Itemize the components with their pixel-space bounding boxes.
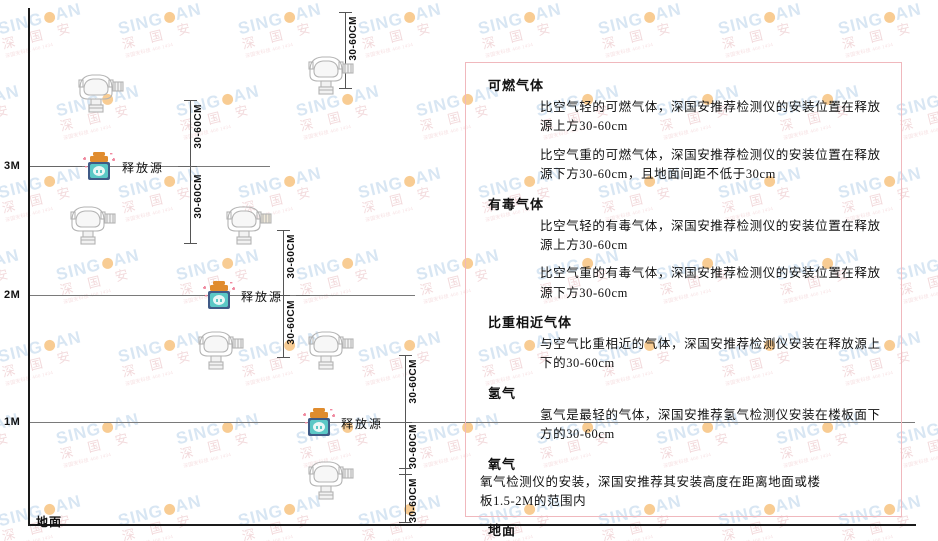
release-source-label: 释放源 [241,290,284,304]
dimension-label: 30-60CM [193,174,204,219]
guideline-section-title: 地面 [488,523,517,539]
dimension-label: 30-60CM [193,104,204,149]
vertical-axis [28,8,30,526]
dimension-label: 30-60CM [286,300,297,345]
ground-label: 地面 [36,515,63,529]
level-line-3m [30,166,270,167]
release-source-icon [80,150,118,189]
release-source-leader [178,166,192,167]
dimension-tick [277,357,290,358]
gas-detector-icon [300,50,356,101]
guideline-text: 比空气重的可燃气体，深国安推荐检测仪的安装位置在释放源下方30-60cm，且地面… [540,147,881,182]
guideline-text: 比空气重的有毒气体，深国安推荐检测仪的安装位置在释放源下方30-60cm [540,266,881,300]
dimension-tick [184,100,197,101]
release-source-leader [30,166,82,167]
dimension-tick [399,355,412,356]
level-label-1m: 1M [4,416,21,428]
dimension-tick [339,12,352,13]
release-source-icon [300,406,338,445]
gas-detector-icon [62,200,118,251]
ground-axis [28,524,916,526]
dimension-label: 30-60CM [286,234,297,279]
guideline-text: 与空气比重相近的气体，深国安推荐检测仪安装在释放源上下的30-60cm [540,337,881,371]
gas-detector-icon [218,200,274,251]
dimension-line-1m [405,355,406,522]
dimension-tick [339,88,352,89]
release-source-label: 释放源 [341,417,384,431]
guideline-section-title: 氢气 [488,385,517,401]
dimension-label: 30-60CM [408,359,419,404]
dimension-label: 30-60CM [408,424,419,469]
guideline-text: 氢气是最轻的气体，深国安推荐氢气检测仪安装在楼板面下方的30-60cm [540,407,881,442]
guideline-text: 比空气轻的可燃气体，深国安推荐检测仪的安装位置在释放源上方30-60cm [540,100,881,134]
release-source-label: 释放源 [122,161,165,175]
guideline-section-title: 氧气 [488,456,517,472]
gas-detector-icon [300,455,356,506]
level-label-2m: 2M [4,289,21,301]
dimension-line-3m [190,100,191,243]
gas-detector-icon [300,325,356,376]
guideline-section-title: 比重相近气体 [488,315,573,330]
release-source-icon [200,279,238,318]
dimension-tick [184,243,197,244]
release-source-leader [296,295,310,296]
dimension-label: 30-60CM [408,478,419,523]
guideline-section-title: 可燃气体 [488,78,545,93]
release-source-leader [390,422,406,423]
dimension-line-top [345,12,346,88]
gas-detector-icon [190,325,246,376]
dimension-tick [399,468,412,469]
dimension-tick [277,295,290,296]
level-label-3m: 3M [4,160,21,172]
guideline-text: 比空气轻的有毒气体，深国安推荐检测仪的安装位置在释放源上方30-60cm [540,218,881,252]
dimension-tick [277,230,290,231]
guideline-text: 氧气检测仪的安装，深国安推荐其安装高度在距离地面或楼板1.5-2M的范围内 [480,474,821,508]
installation-guidelines-panel: 可燃气体比空气轻的可燃气体，深国安推荐检测仪的安装位置在释放源上方30-60cm… [465,62,902,538]
dimension-tick [399,474,412,475]
guideline-section-title: 有毒气体 [488,196,545,212]
dimension-line-2m [283,230,284,357]
dimension-tick [399,522,412,523]
guideline-section: 氧气氧气检测仪的安装，深国安推荐其安装高度在距离地面或楼板1.5-2M的范围内 [480,454,887,512]
gas-detector-icon [70,68,126,119]
